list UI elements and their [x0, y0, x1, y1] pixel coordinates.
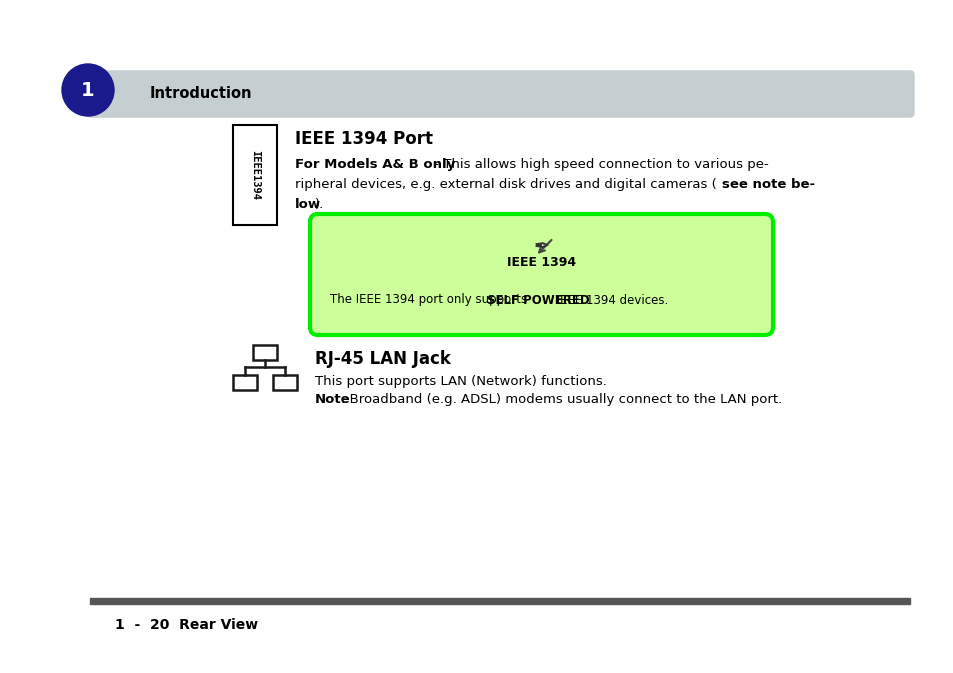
FancyBboxPatch shape — [310, 214, 772, 335]
Bar — [90, 598, 909, 604]
Text: IEEE 1394: IEEE 1394 — [506, 256, 576, 269]
Text: 1: 1 — [81, 81, 94, 100]
FancyBboxPatch shape — [86, 71, 913, 117]
Text: : Broadband (e.g. ADSL) modems usually connect to the LAN port.: : Broadband (e.g. ADSL) modems usually c… — [340, 393, 781, 406]
Text: The IEEE 1394 port only supports: The IEEE 1394 port only supports — [330, 293, 530, 306]
Text: Introduction: Introduction — [150, 87, 253, 102]
Text: Note: Note — [314, 393, 351, 406]
Text: see note be-: see note be- — [721, 178, 814, 191]
Text: ✒: ✒ — [533, 236, 549, 256]
Text: low: low — [294, 198, 321, 211]
Text: 1  -  20  Rear View: 1 - 20 Rear View — [115, 618, 258, 632]
Text: IEEE 1394 devices.: IEEE 1394 devices. — [552, 293, 667, 306]
Text: ).: ). — [314, 198, 324, 211]
Text: - This allows high speed connection to various pe-: - This allows high speed connection to v… — [430, 158, 768, 171]
Text: SELF POWERED: SELF POWERED — [486, 293, 589, 306]
Text: This port supports LAN (Network) functions.: This port supports LAN (Network) functio… — [314, 375, 606, 388]
Circle shape — [62, 64, 113, 116]
Text: ripheral devices, e.g. external disk drives and digital cameras (: ripheral devices, e.g. external disk dri… — [294, 178, 716, 191]
Text: For Models A& B only: For Models A& B only — [294, 158, 455, 171]
FancyBboxPatch shape — [233, 125, 276, 225]
Text: RJ-45 LAN Jack: RJ-45 LAN Jack — [314, 350, 451, 368]
Text: IEEE 1394 Port: IEEE 1394 Port — [294, 130, 433, 148]
Text: IEEE1394: IEEE1394 — [250, 150, 260, 200]
